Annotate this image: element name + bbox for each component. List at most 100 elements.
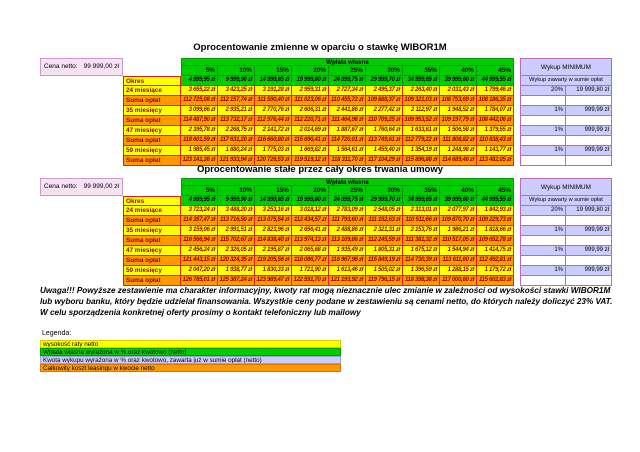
legend-label: Legenda: [42,330,72,337]
total-cost-value: 120 324,35 zł [218,256,255,266]
total-cost-value: 111 808,82 zł [440,136,477,146]
installment-value: 1 544,94 zł [440,246,477,256]
buyback-minimum-header: Wykup MINIMUM [520,58,612,76]
installment-value: 2 321,31 zł [366,226,403,236]
row-label: 24 miesiące [123,86,181,96]
total-cost-value: 125 387,24 zł [218,276,255,286]
installment-value: 1 354,19 zł [403,146,440,156]
total-cost-value: 113 611,60 zł [440,256,477,266]
disclaimer-note: Uwaga!!! Powyższe zestawienie ma charakt… [40,286,613,317]
installment-value: 2 313,01 zł [403,206,440,216]
row-label: 47 miesięcy [123,246,181,256]
own-payment-header: Wpłata własna [181,178,514,186]
own-payment-amount: 9 999,90 zł [218,196,255,206]
installment-value: 2 991,51 zł [218,226,255,236]
row-label: Suma opłat [123,276,181,286]
buyback-amount [566,236,612,246]
installment-value: 1 414,75 zł [477,246,514,256]
row-label: Suma opłat [123,256,181,266]
total-cost-value: 109 870,70 zł [440,216,477,226]
total-cost-value: 112 434,57 zł [292,216,329,226]
buyback-minimum-header: Wykup MINIMUM [520,178,612,196]
installment-value: 3 423,25 zł [218,86,255,96]
legend-item: Wpłata własna wyrażona w % oraz kwotowo … [40,348,341,356]
buyback-percent [520,236,566,246]
buyback-percent [520,116,566,126]
net-price-value: 99 999,00 zł [83,63,119,71]
installment-value: 1 505,02 zł [366,266,403,276]
variable-rate-table: Cena netto: 99 999,00 zł Wpłata własna Wyku… [40,58,612,166]
total-cost-value: 117 000,60 zł [440,276,477,286]
own-payment-percent-header: 5% [181,66,218,76]
total-cost-value: 112 157,74 zł [218,96,255,106]
installment-value: 1 887,67 zł [329,126,366,136]
total-cost-value: 114 689,46 zł [440,156,477,166]
installment-value: 1 805,31 zł [366,246,403,256]
installment-value: 2 395,78 zł [181,126,218,136]
total-cost-value: 111 464,98 zł [329,116,366,126]
buyback-amount [566,136,612,146]
installment-value: 1 784,07 zł [477,106,514,116]
net-price-label: Cena netto: [44,183,78,191]
own-payment-amount: 44 999,55 zł [477,196,514,206]
installment-value: 2 141,72 zł [255,126,292,136]
total-cost-value: 116 660,80 zł [255,136,292,146]
total-cost-value: 118 311,70 zł [329,156,366,166]
own-payment-percent-header: 15% [255,66,292,76]
installment-value: 1 760,64 zł [366,126,403,136]
installment-value: 3 253,16 zł [255,206,292,216]
total-cost-value: 116 566,94 zł [181,236,218,246]
total-cost-value: 110 709,25 zł [366,116,403,126]
total-cost-value: 126 785,01 zł [181,276,218,286]
total-cost-value: 112 245,59 zł [366,236,403,246]
buyback-subheader: Wykup zawarty w sumie opłat [520,196,612,206]
net-price-label: Cena netto: [44,63,78,71]
buyback-percent: 1% [520,266,566,276]
total-cost-value: 113 482,05 zł [477,156,514,166]
row-label: Okres [123,76,181,86]
total-cost-value: 114 487,90 zł [181,116,218,126]
total-cost-value: 114 357,47 zł [181,216,218,226]
total-cost-value: 123 141,36 zł [181,156,218,166]
total-cost-value: 111 793,60 zł [329,216,366,226]
own-payment-percent-header: 30% [366,186,403,196]
net-price-box: Cena netto: 99 999,00 zł [40,58,123,76]
buyback-amount [566,276,612,286]
row-label: 35 miesięcy [123,106,181,116]
own-payment-amount: 19 999,80 zł [292,76,329,86]
row-label: Suma opłat [123,216,181,226]
buyback-amount: 999,99 zł [566,226,612,236]
installment-value: 1 669,82 zł [292,146,329,156]
installment-value: 1 818,66 zł [477,226,514,236]
own-payment-amount: 44 999,55 zł [477,76,514,86]
total-cost-value: 109 888,37 zł [366,96,403,106]
installment-value: 1 506,58 zł [440,126,477,136]
installment-value: 1 935,49 zł [329,246,366,256]
own-payment-amount: 9 999,90 zł [218,76,255,86]
installment-value: 1 986,21 zł [440,226,477,236]
installment-value: 2 548,05 zł [366,206,403,216]
legend-item: wysokość raty netto [40,340,341,348]
row-label: Suma opłat [123,236,181,246]
row-label: Suma opłat [123,136,181,146]
installment-value: 1 775,03 zł [255,146,292,156]
total-cost-value: 114 730,39 zł [403,256,440,266]
total-cost-value: 119 205,56 zł [255,256,292,266]
total-cost-value: 108 753,69 zł [440,96,477,106]
total-cost-value: 113 716,50 zł [218,216,255,226]
row-label: 47 miesięcy [123,126,181,136]
installment-value: 2 112,97 zł [403,106,440,116]
own-payment-amount: 4 999,95 zł [181,196,218,206]
legend: wysokość raty netto Wpłata własna wyrażon… [40,340,341,372]
installment-value: 1 613,46 zł [329,266,366,276]
total-cost-value: 111 381,32 zł [403,236,440,246]
total-cost-value: 119 519,12 zł [292,156,329,166]
total-cost-value: 121 933,94 zł [218,156,255,166]
own-payment-amount: 14 999,85 zł [255,196,292,206]
installment-value: 1 143,77 zł [477,146,514,156]
buyback-percent: 1% [520,106,566,116]
total-cost-value: 109 197,79 zł [440,116,477,126]
buyback-percent [520,136,566,146]
installment-value: 1 379,55 zł [477,126,514,136]
installment-value: 1 633,61 zł [403,126,440,136]
